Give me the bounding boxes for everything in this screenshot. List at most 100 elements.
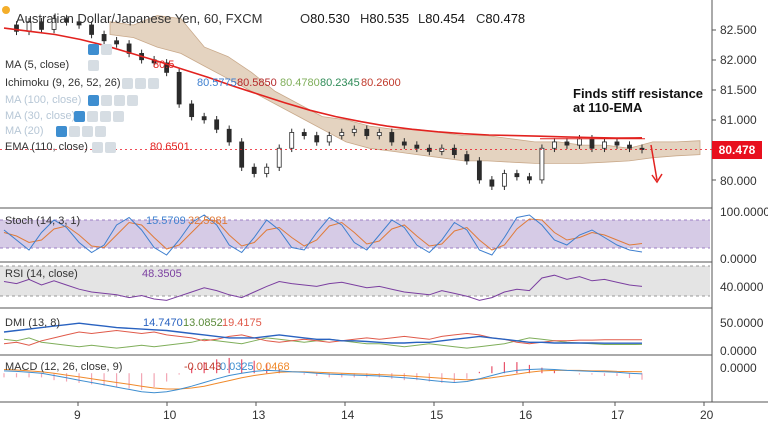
y-tick-label: 81.500	[720, 83, 757, 97]
forecast-arrow	[650, 144, 663, 184]
more-icon[interactable]	[127, 95, 138, 106]
settings-icon[interactable]	[88, 60, 99, 71]
x-tick-label: 10	[163, 408, 177, 422]
candle	[564, 141, 570, 146]
gear-icon[interactable]	[87, 111, 98, 122]
close-icon[interactable]	[105, 142, 116, 153]
macd-hist-value: 0.0468	[256, 361, 290, 373]
y-tick-label: 82.500	[720, 23, 757, 37]
ichimoku-label[interactable]: Ichimoku (9, 26, 52, 26)	[5, 77, 121, 89]
candle	[326, 135, 332, 143]
candle	[39, 21, 44, 30]
gear-icon[interactable]	[69, 126, 80, 137]
dmi-minus-value: 19.4175	[222, 317, 262, 329]
ichimoku-value-1: 80.5775	[197, 77, 237, 89]
x-tick-label: 17	[611, 408, 625, 422]
macd-value: -0.0143	[184, 361, 222, 373]
candle	[627, 144, 632, 149]
candle	[214, 119, 220, 130]
candle	[289, 132, 295, 149]
candle	[264, 166, 270, 174]
candle	[239, 141, 245, 168]
settings-icon[interactable]	[122, 78, 133, 89]
candle	[589, 138, 595, 149]
x-tick-label: 15	[430, 408, 444, 422]
stoch-lines	[3, 214, 643, 256]
candle	[251, 166, 257, 174]
ohlc-open: O80.530	[300, 11, 350, 26]
more-icon[interactable]	[113, 111, 124, 122]
ohlc-close: C80.478	[476, 11, 526, 26]
hidden-indicator-3[interactable]: MA (20)	[5, 125, 44, 137]
x-tick-label: 9	[74, 408, 81, 422]
close-icon[interactable]	[82, 126, 93, 137]
candle	[577, 138, 582, 146]
close-icon[interactable]	[135, 78, 146, 89]
macd-line	[3, 368, 643, 394]
rsi-tick-label: 40.0000	[720, 280, 764, 294]
rsi-line	[3, 274, 643, 301]
eye-icon[interactable]	[74, 111, 85, 122]
candle	[501, 173, 507, 187]
candle	[64, 18, 69, 23]
dmi-adx-value: 14.7470	[143, 317, 183, 329]
stoch-d-value: 32.5981	[188, 215, 228, 227]
candles	[14, 14, 645, 190]
chart-header: Australian Dollar/Japanese Yen, 60, FXCM…	[0, 0, 712, 28]
candle	[364, 128, 370, 137]
ichimoku-value-5: 80.2600	[361, 77, 401, 89]
hidden-indicator-2[interactable]: MA (30, close)	[5, 110, 76, 122]
dmi-plus-value: 13.0852	[183, 317, 223, 329]
candle	[602, 141, 607, 149]
stoch-tick-label: 100.0000	[720, 205, 768, 219]
symbol-title[interactable]: Australian Dollar/Japanese Yen, 60, FXCM	[16, 11, 263, 26]
candle	[614, 141, 620, 146]
y-tick-label: 82.000	[720, 53, 757, 67]
annotation-text: Finds stiff resistance at 110-EMA	[573, 86, 704, 115]
axis-ticks	[77, 29, 716, 406]
ma-label[interactable]: MA (5, close)	[5, 59, 70, 71]
gear-icon[interactable]	[101, 95, 112, 106]
macd-tick-label: 0.0000	[720, 361, 757, 375]
candle	[527, 176, 532, 181]
ma-value: 80.5	[153, 59, 175, 71]
candle	[114, 40, 119, 45]
ichimoku-value-2: 80.5850	[237, 77, 277, 89]
dmi-label[interactable]: DMI (13, 8)	[5, 317, 61, 329]
candle	[389, 132, 395, 143]
eye-icon[interactable]	[88, 95, 99, 106]
more-icon[interactable]	[148, 78, 159, 89]
hidden-indicator-1[interactable]: MA (100, close)	[5, 94, 82, 106]
candle	[314, 135, 320, 143]
candle	[51, 18, 57, 30]
candle	[339, 132, 345, 137]
candle	[189, 103, 195, 118]
macd-label[interactable]: MACD (12, 26, close, 9)	[5, 361, 123, 373]
x-tick-label: 16	[519, 408, 533, 422]
x-tick-label: 14	[341, 408, 355, 422]
dmi-tick-label: 50.0000	[720, 316, 764, 330]
eye-icon[interactable]	[88, 44, 99, 55]
candle	[351, 128, 357, 133]
ichimoku-value-4: 80.2345	[320, 77, 360, 89]
candle	[464, 154, 470, 162]
candle	[414, 144, 420, 149]
close-icon[interactable]	[100, 111, 111, 122]
ema-label[interactable]: EMA (110, close)	[5, 141, 88, 153]
close-icon[interactable]	[114, 95, 125, 106]
candle	[451, 147, 457, 155]
macd-lines	[3, 357, 643, 394]
rsi-label[interactable]: RSI (14, close)	[5, 268, 78, 280]
candle	[539, 147, 545, 181]
stoch-label[interactable]: Stoch (14, 3, 1)	[5, 215, 81, 227]
candle	[164, 62, 170, 73]
settings-icon[interactable]	[92, 142, 103, 153]
macd-signal-value: 0.0325	[220, 361, 254, 373]
gear-icon[interactable]	[101, 44, 112, 55]
stoch-tick-label: 0.0000	[720, 252, 757, 266]
eye-icon[interactable]	[56, 126, 67, 137]
more-icon[interactable]	[95, 126, 106, 137]
candle	[489, 179, 495, 187]
candle	[176, 71, 182, 105]
